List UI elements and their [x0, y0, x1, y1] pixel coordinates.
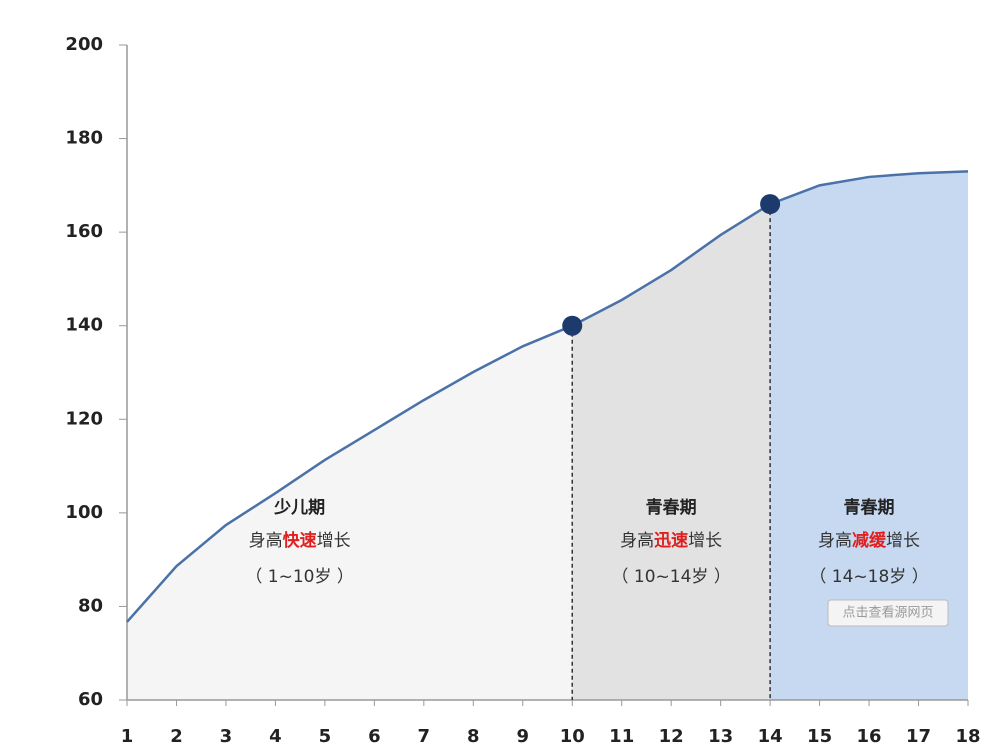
- x-tick-label: 18: [955, 726, 980, 747]
- desc-part: 减缓: [852, 530, 887, 551]
- region-range: （ 10~14岁 ）: [612, 567, 731, 587]
- x-tick-label: 15: [807, 726, 832, 747]
- x-tick-label: 4: [269, 726, 282, 747]
- desc-part: 增长: [317, 531, 351, 551]
- y-tick-label: 120: [65, 408, 103, 429]
- desc-part: 增长: [688, 531, 722, 551]
- y-tick-label: 80: [78, 595, 103, 616]
- watermark-button[interactable]: [827, 599, 949, 627]
- region-range: （ 14~18岁 ）: [809, 567, 928, 587]
- y-tick-label: 200: [65, 34, 103, 55]
- x-tick-label: 2: [170, 726, 183, 747]
- x-tick-label: 14: [758, 726, 783, 747]
- region-desc: 身高快速增长: [249, 530, 351, 551]
- watermark-text[interactable]: 点击查看源网页: [842, 605, 933, 621]
- region: [770, 171, 968, 701]
- x-tick-label: 16: [857, 726, 882, 747]
- x-tick-label: 12: [659, 726, 684, 747]
- region-range: （ 1~10岁 ）: [245, 567, 354, 587]
- x-tick-label: 17: [906, 726, 931, 747]
- region: [572, 204, 771, 701]
- y-tick-label: 60: [78, 689, 103, 710]
- y-tick-label: 160: [65, 221, 103, 242]
- marker: [760, 194, 781, 215]
- x-tick-label: 11: [609, 726, 634, 747]
- region-desc: 身高减缓增长: [818, 530, 920, 551]
- region-title: 青春期: [646, 497, 697, 518]
- desc-part: 身高: [818, 531, 852, 551]
- x-tick-label: 8: [467, 726, 480, 747]
- region-desc: 身高迅速增长: [620, 530, 722, 551]
- desc-part: 身高: [249, 531, 283, 551]
- x-tick-label: 3: [220, 726, 233, 747]
- x-tick-label: 9: [516, 726, 529, 747]
- x-tick-label: 6: [368, 726, 381, 747]
- marker: [562, 315, 583, 336]
- x-tick-label: 13: [708, 726, 733, 747]
- x-tick-label: 5: [319, 726, 332, 747]
- x-tick-label: 1: [121, 726, 134, 747]
- desc-part: 快速: [283, 530, 317, 551]
- x-tick-label: 7: [418, 726, 431, 747]
- x-tick-label: 10: [560, 726, 585, 747]
- region: [127, 325, 573, 700]
- y-tick-label: 140: [65, 315, 103, 336]
- height-line: [126, 170, 969, 623]
- desc-part: 迅速: [654, 530, 688, 551]
- desc-part: 增长: [886, 531, 920, 551]
- y-tick-label: 180: [65, 128, 103, 149]
- y-tick-label: 100: [65, 502, 103, 523]
- desc-part: 身高: [620, 531, 654, 551]
- region-title: 青春期: [844, 497, 895, 518]
- region-title: 少儿期: [273, 498, 325, 518]
